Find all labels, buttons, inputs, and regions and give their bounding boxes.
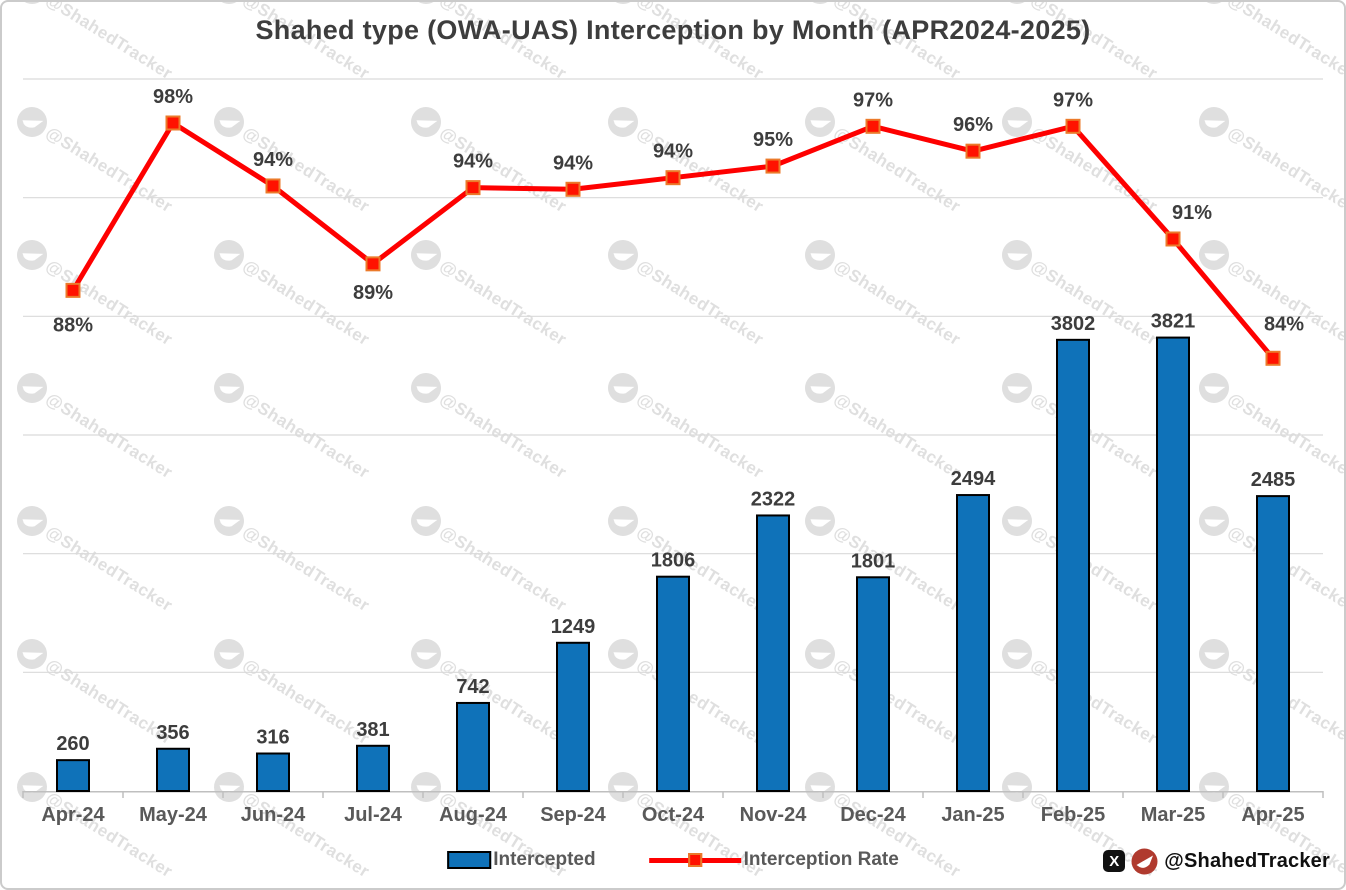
rate-value-label: 94% — [653, 141, 693, 163]
x-twitter-logo-icon: X — [1103, 850, 1126, 872]
bar-value-label: 742 — [456, 676, 489, 698]
bar-value-label: 3802 — [1051, 313, 1096, 335]
rate-value-label: 94% — [253, 149, 293, 171]
bar-Oct-24 — [656, 575, 690, 792]
bar-value-label: 316 — [256, 727, 289, 749]
bar-value-label: 2485 — [1251, 469, 1296, 491]
legend-item-rate: Interception Rate — [649, 849, 899, 871]
legend-item-intercepted: Intercepted — [447, 849, 596, 871]
rate-value-label: 88% — [53, 314, 93, 336]
bar-value-label: 356 — [156, 722, 189, 744]
bar-value-label: 381 — [356, 719, 389, 741]
rate-marker-Apr-24 — [65, 282, 81, 298]
bar-value-label: 260 — [56, 733, 89, 755]
rate-value-label: 94% — [553, 152, 593, 174]
shahedtracker-logo-icon — [1131, 848, 1158, 874]
rate-value-label: 95% — [753, 129, 793, 151]
bar-value-label: 1801 — [851, 550, 896, 572]
chart-title: Shahed type (OWA-UAS) Interception by Mo… — [255, 15, 1091, 45]
rate-marker-Sep-24 — [565, 181, 581, 197]
x-axis-label-Apr-24: Apr-24 — [41, 804, 105, 826]
rate-line-swatch-icon — [649, 853, 742, 867]
legend-label-intercepted: Intercepted — [493, 849, 596, 870]
x-axis-label-Jun-24: Jun-24 — [241, 804, 306, 826]
x-axis-label-Oct-24: Oct-24 — [642, 804, 705, 826]
x-axis-label-Sep-24: Sep-24 — [540, 804, 606, 826]
bar-value-label: 2322 — [751, 488, 796, 510]
x-axis-label-Nov-24: Nov-24 — [740, 804, 808, 826]
rate-marker-Nov-24 — [765, 158, 781, 174]
rate-marker-May-24 — [165, 115, 181, 131]
bar-Feb-25 — [1056, 338, 1090, 792]
rate-value-label: 84% — [1264, 313, 1304, 335]
intercepted-swatch-icon — [447, 851, 492, 869]
brand-handle: @ShahedTracker — [1164, 849, 1330, 872]
rate-value-label: 91% — [1172, 202, 1212, 224]
bar-May-24 — [156, 747, 190, 792]
x-axis-label-Dec-24: Dec-24 — [840, 804, 906, 826]
x-axis-label-Apr-25: Apr-25 — [1241, 804, 1304, 826]
bar-Jan-25 — [956, 494, 990, 792]
bar-Sep-24 — [556, 641, 590, 792]
rate-value-label: 97% — [1053, 89, 1093, 111]
rate-value-label: 96% — [953, 114, 993, 136]
bar-Mar-25 — [1156, 336, 1190, 792]
bar-Dec-24 — [856, 576, 890, 792]
bar-value-label: 1249 — [551, 616, 596, 638]
legend-label-rate: Interception Rate — [743, 849, 899, 870]
rate-marker-Jun-24 — [265, 178, 281, 194]
bar-value-label: 3821 — [1151, 311, 1196, 333]
rate-marker-Mar-25 — [1165, 231, 1181, 247]
rate-value-label: 94% — [453, 151, 493, 173]
rate-marker-Feb-25 — [1065, 118, 1081, 134]
brand-block: X @ShahedTracker — [1103, 846, 1330, 876]
rate-value-label: 89% — [353, 282, 393, 304]
rate-marker-Aug-24 — [465, 180, 481, 196]
rate-marker-Dec-24 — [865, 118, 881, 134]
chart-legend: Intercepted Interception Rate — [447, 847, 899, 873]
bar-Jun-24 — [256, 752, 290, 793]
rate-marker-Oct-24 — [665, 170, 681, 186]
bar-Apr-25 — [1256, 495, 1290, 792]
x-axis-label-Aug-24: Aug-24 — [439, 804, 508, 826]
x-axis-label-May-24: May-24 — [139, 804, 208, 826]
rate-marker-Apr-25 — [1265, 350, 1281, 366]
x-axis-label-Mar-25: Mar-25 — [1141, 804, 1205, 826]
bar-Jul-24 — [356, 744, 390, 793]
bar-Aug-24 — [456, 701, 490, 793]
x-axis-label-Feb-25: Feb-25 — [1041, 804, 1105, 826]
bar-Nov-24 — [756, 514, 790, 792]
rate-marker-Jul-24 — [365, 256, 381, 272]
rate-marker-Jan-25 — [965, 143, 981, 159]
rate-value-label: 98% — [153, 86, 193, 108]
rate-value-label: 97% — [853, 89, 893, 111]
bar-Apr-24 — [56, 759, 90, 792]
bar-value-label: 1806 — [651, 550, 696, 572]
bar-value-label: 2494 — [951, 468, 996, 490]
x-axis-label-Jul-24: Jul-24 — [344, 804, 403, 826]
x-axis-label-Jan-25: Jan-25 — [941, 804, 1004, 826]
